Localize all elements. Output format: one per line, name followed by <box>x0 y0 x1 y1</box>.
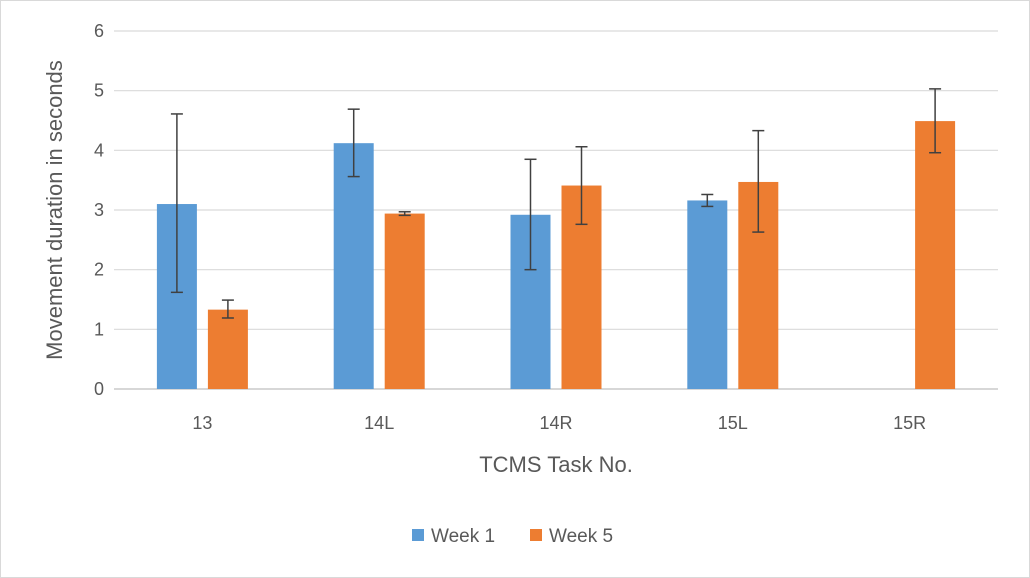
y-tick-label: 5 <box>94 81 104 101</box>
y-tick-label: 0 <box>94 379 104 399</box>
bars <box>156 121 956 389</box>
y-tick-label: 4 <box>94 140 104 160</box>
y-tick-label: 1 <box>94 319 104 339</box>
legend-label: Week 5 <box>549 526 613 547</box>
legend-swatch-week-1 <box>412 529 424 541</box>
x-tick-label: 13 <box>192 413 212 433</box>
bar-week-1-14l <box>333 143 374 389</box>
bar-week-1-15l <box>687 200 728 389</box>
x-axis-ticks: 13 14L 14R 15L 15R <box>192 413 926 433</box>
y-tick-label: 2 <box>94 260 104 280</box>
legend-swatch-week-5 <box>530 529 542 541</box>
bar-week-5-15r <box>915 121 956 389</box>
x-tick-label: 15R <box>893 413 926 433</box>
bar-week-5-13 <box>207 309 248 389</box>
x-tick-label: 15L <box>718 413 748 433</box>
y-axis-ticks: 0 1 2 3 4 5 6 <box>94 21 104 399</box>
y-axis-title: Movement duration in seconds <box>42 60 67 360</box>
legend: Week 1 Week 5 <box>412 526 613 547</box>
x-tick-label: 14R <box>539 413 572 433</box>
y-tick-label: 3 <box>94 200 104 220</box>
y-tick-label: 6 <box>94 21 104 41</box>
bar-week-5-14l <box>384 213 425 389</box>
error-bars <box>170 88 942 319</box>
gridlines <box>114 30 998 390</box>
x-tick-label: 14L <box>364 413 394 433</box>
x-axis-title: TCMS Task No. <box>479 452 633 477</box>
legend-label: Week 1 <box>431 526 495 547</box>
